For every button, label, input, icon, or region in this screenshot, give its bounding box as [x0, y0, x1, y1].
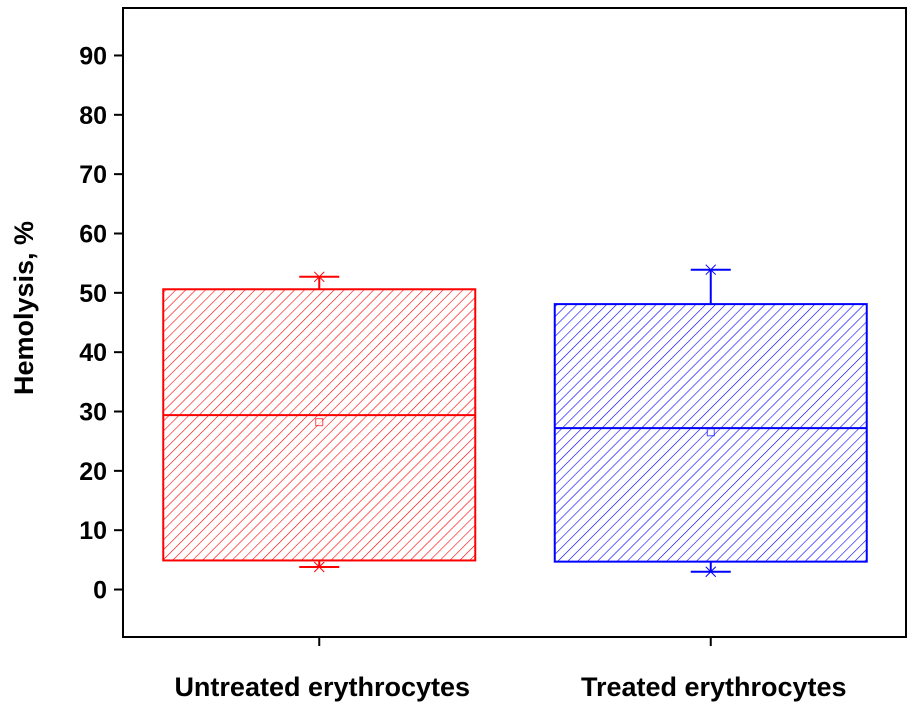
boxes — [162, 264, 868, 578]
x-axis: Untreated erythrocytes Treated erythrocyt… — [174, 637, 847, 702]
extreme-marker — [313, 561, 325, 573]
y-tick-label: 30 — [79, 399, 107, 427]
mean-marker — [706, 428, 715, 437]
box-0 — [162, 271, 477, 573]
extreme-marker — [705, 264, 717, 276]
y-tick-label: 50 — [79, 280, 107, 308]
y-tick-label: 80 — [79, 102, 107, 130]
box-1 — [553, 264, 868, 578]
y-tick-label: 90 — [79, 42, 107, 70]
plot-frame — [122, 7, 907, 638]
y-tick-label: 20 — [79, 458, 107, 486]
y-tick-label: 60 — [79, 220, 107, 248]
y-axis-label: Hemolysis, % — [9, 221, 39, 395]
mean-marker — [315, 418, 324, 427]
x-tick-label: Untreated erythrocytes — [174, 672, 470, 702]
y-tick-label: 70 — [79, 161, 107, 189]
extreme-marker — [313, 271, 325, 283]
y-tick-label: 40 — [79, 339, 107, 367]
extreme-marker — [705, 566, 717, 578]
y-axis: 0 10 20 30 40 50 60 70 80 90 — [79, 42, 123, 605]
x-tick-label: Treated erythrocytes — [581, 672, 847, 702]
y-tick-label: 10 — [79, 517, 107, 545]
y-tick-label: 0 — [93, 577, 107, 605]
